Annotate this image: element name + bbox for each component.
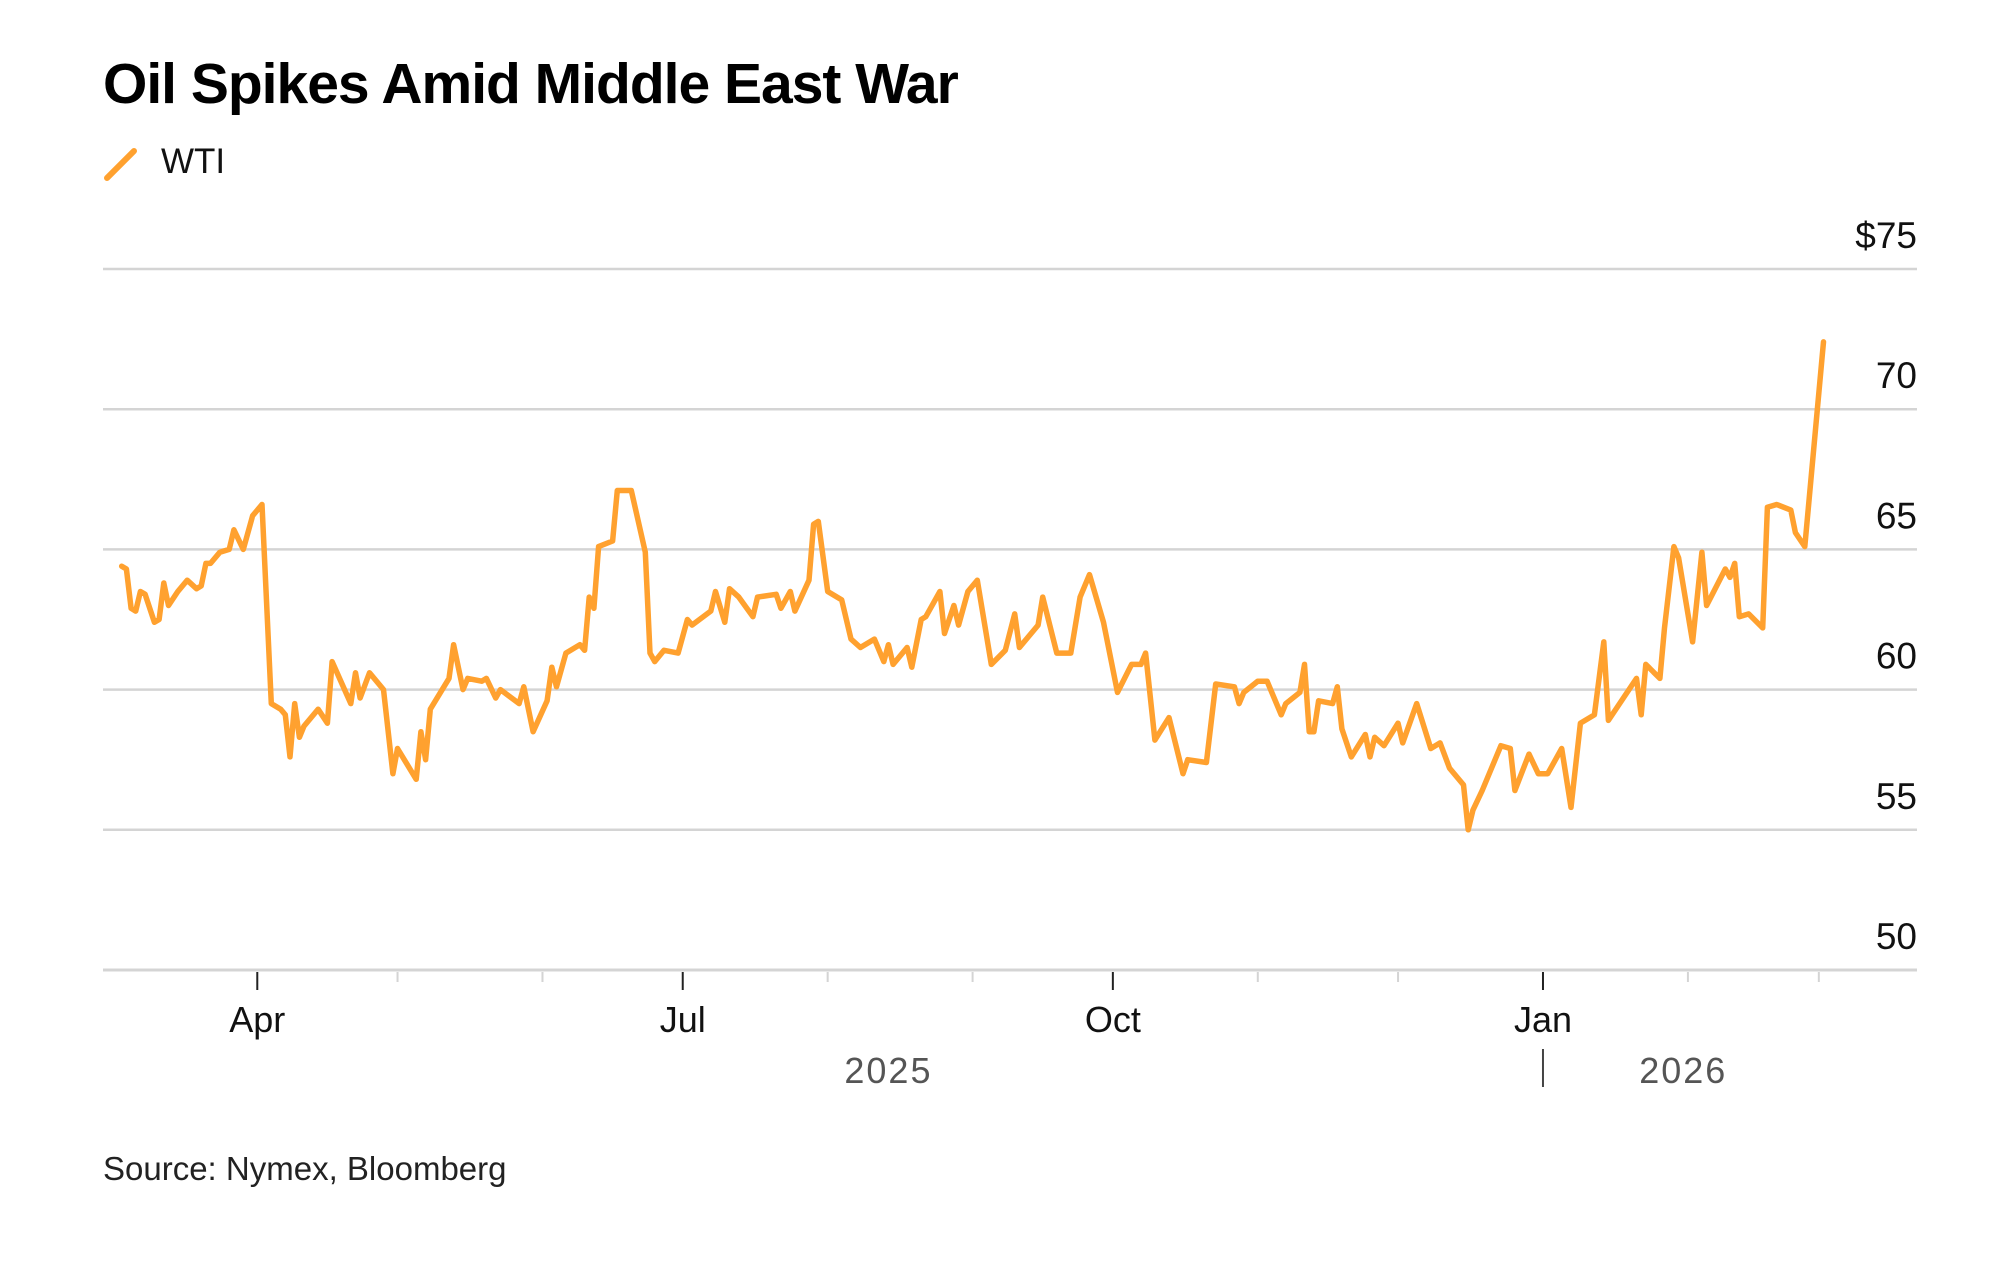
year-label: 2026 (1639, 1050, 1727, 1091)
x-tick-label: Apr (229, 999, 285, 1040)
y-tick-label: 50 (1876, 916, 1917, 957)
x-tick-label: Oct (1085, 999, 1141, 1040)
y-tick-label: $75 (1855, 215, 1917, 256)
tick-labels: $75 70 65 60 55 50 Apr Jul Oct Jan 2025 2026 (229, 215, 1917, 1091)
y-tick-label: 55 (1876, 776, 1917, 817)
legend-wti-line-icon (103, 142, 139, 182)
x-tick-label: Jan (1514, 999, 1572, 1040)
y-tick-label: 60 (1876, 636, 1917, 677)
legend: WTI (103, 140, 225, 184)
x-tick-label: Jul (660, 999, 706, 1040)
x-axis (103, 968, 1917, 1087)
source-note: Source: Nymex, Bloomberg (103, 1150, 507, 1187)
legend-label-wti: WTI (161, 142, 226, 181)
chart-title: Oil Spikes Amid Middle East War (103, 52, 959, 116)
series-layer (118, 339, 1827, 833)
gridlines (103, 267, 1917, 832)
year-label: 2025 (844, 1050, 932, 1091)
series-line-wti (118, 339, 1827, 833)
y-tick-label: 70 (1876, 355, 1917, 396)
y-tick-label: 65 (1876, 495, 1917, 536)
